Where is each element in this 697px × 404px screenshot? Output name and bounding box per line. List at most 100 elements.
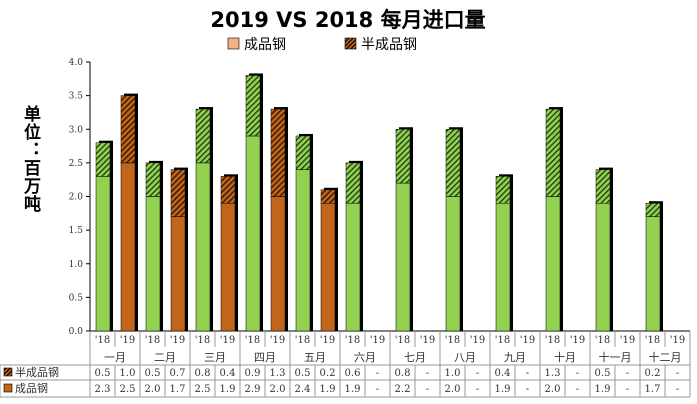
legend-label-finished: 成品钢: [244, 37, 286, 53]
x-year-label: '19: [420, 335, 435, 346]
table-cell-semi: 0.5: [95, 368, 111, 379]
table-cell-semi: 1.3: [270, 368, 286, 379]
x-year-label: '18: [295, 335, 310, 346]
y-tick-label: 2.0: [69, 193, 84, 203]
bar-finished-2018: [145, 196, 161, 332]
table-cell-semi: 0.2: [320, 368, 336, 379]
bar-finished-2018: [345, 202, 361, 332]
x-year-label: '18: [245, 335, 260, 346]
x-year-label: '18: [545, 335, 560, 346]
table-cell-semi: 0.2: [645, 368, 661, 379]
x-year-label: '18: [95, 335, 110, 346]
bar-finished-2018: [195, 162, 211, 332]
bar-finished-2018: [645, 216, 661, 332]
bar-semi-2018: [95, 142, 111, 177]
bar-semi-2018: [395, 129, 411, 184]
table-cell-semi: 1.0: [445, 368, 461, 379]
bar-semi-2018: [345, 162, 361, 204]
table-cell-semi: 0.8: [395, 368, 411, 379]
table-cell-finished: -: [526, 384, 529, 395]
x-year-label: '18: [195, 335, 210, 346]
bar-finished-2018: [445, 196, 461, 332]
bar-finished-2019: [120, 162, 136, 332]
table-cell-semi: 0.5: [295, 368, 311, 379]
x-year-label: '19: [170, 335, 185, 346]
y-tick-label: 0.0: [69, 327, 84, 337]
x-month-label: 一月: [104, 351, 126, 364]
table-cell-finished: 2.4: [295, 384, 311, 395]
bar-semi-2018: [195, 108, 211, 164]
table-cell-finished: 1.9: [495, 384, 511, 395]
x-year-label: '19: [220, 335, 235, 346]
x-year-label: '19: [520, 335, 535, 346]
bar-semi-2018: [645, 202, 661, 217]
x-month-label: 八月: [454, 351, 476, 364]
legend: 成品钢 半成品钢: [227, 37, 417, 53]
x-year-label: '19: [320, 335, 335, 346]
table-cell-semi: 1.3: [545, 368, 561, 379]
table-cell-finished: 2.9: [245, 384, 261, 395]
x-year-label: '19: [370, 335, 385, 346]
table-row-label-semi: 半成品钢: [15, 365, 59, 379]
x-year-label: '19: [270, 335, 285, 346]
bar-semi-2018: [495, 176, 511, 204]
table-cell-finished: -: [476, 384, 479, 395]
table-cell-semi: -: [626, 368, 629, 379]
table-cell-semi: -: [676, 368, 679, 379]
x-year-label: '18: [145, 335, 160, 346]
bar-finished-2019: [220, 202, 236, 332]
y-tick-label: 3.5: [69, 92, 84, 102]
x-month-label: 十一月: [599, 350, 632, 364]
y-axis-title: 单位：百万吨: [20, 105, 40, 213]
table-cell-finished: 1.9: [220, 384, 236, 395]
bar-finished-2018: [495, 202, 511, 332]
table-cell-semi: -: [526, 368, 529, 379]
table-cell-semi: 0.4: [495, 368, 511, 379]
y-tick-label: 2.5: [69, 159, 84, 169]
table-cell-semi: -: [476, 368, 479, 379]
table-cell-finished: -: [576, 384, 579, 395]
table-cell-finished: -: [626, 384, 629, 395]
x-month-label: 二月: [154, 351, 176, 364]
table-cell-finished: 2.0: [270, 384, 286, 395]
x-year-label: '18: [395, 335, 410, 346]
x-month-label: 六月: [354, 351, 376, 364]
bar-semi-2018: [445, 129, 461, 197]
x-year-label: '18: [495, 335, 510, 346]
x-month-label: 十月: [554, 350, 576, 364]
table-legend-swatch-finished: [3, 383, 13, 393]
table-cell-finished: 1.9: [320, 384, 336, 395]
bar-finished-2018: [395, 182, 411, 332]
plot-area: 0.0 0.5 1.0 1.5 2.0 2.5 3.0 3.5 4.0 '18 '19 一月 0.5 2.…: [0, 58, 691, 398]
table-cell-semi: 0.8: [195, 368, 211, 379]
x-year-label: '19: [470, 335, 485, 346]
bar-finished-2018: [595, 202, 611, 332]
x-year-label: '18: [645, 335, 660, 346]
bar-finished-2019: [320, 202, 336, 332]
bar-finished-2018: [295, 169, 311, 332]
table-cell-finished: 1.7: [645, 384, 661, 395]
bar-semi-2018: [245, 75, 261, 137]
bar-finished-2019: [270, 196, 286, 332]
y-tick-label: 1.5: [69, 226, 84, 236]
y-tick-label: 1.0: [69, 260, 84, 270]
bar-semi-2019: [220, 176, 236, 204]
chart-title: 2019 VS 2018 每月进口量: [210, 8, 485, 32]
table-cell-finished: 2.5: [120, 384, 136, 395]
bar-finished-2018: [245, 135, 261, 332]
x-month-label: 七月: [404, 351, 426, 364]
y-tick-label: 0.5: [69, 293, 84, 303]
table-cell-semi: -: [426, 368, 429, 379]
table-cell-finished: 2.0: [145, 384, 161, 395]
x-year-label: '19: [120, 335, 135, 346]
x-month-label: 三月: [204, 351, 226, 364]
bar-semi-2019: [170, 169, 186, 217]
bar-semi-2018: [145, 162, 161, 197]
table-cell-semi: 0.4: [220, 368, 236, 379]
table-cell-semi: 0.5: [145, 368, 161, 379]
x-month-label: 五月: [304, 351, 326, 364]
x-month-label: 九月: [504, 351, 526, 364]
x-year-label: '19: [570, 335, 585, 346]
bar-semi-2018: [595, 169, 611, 204]
